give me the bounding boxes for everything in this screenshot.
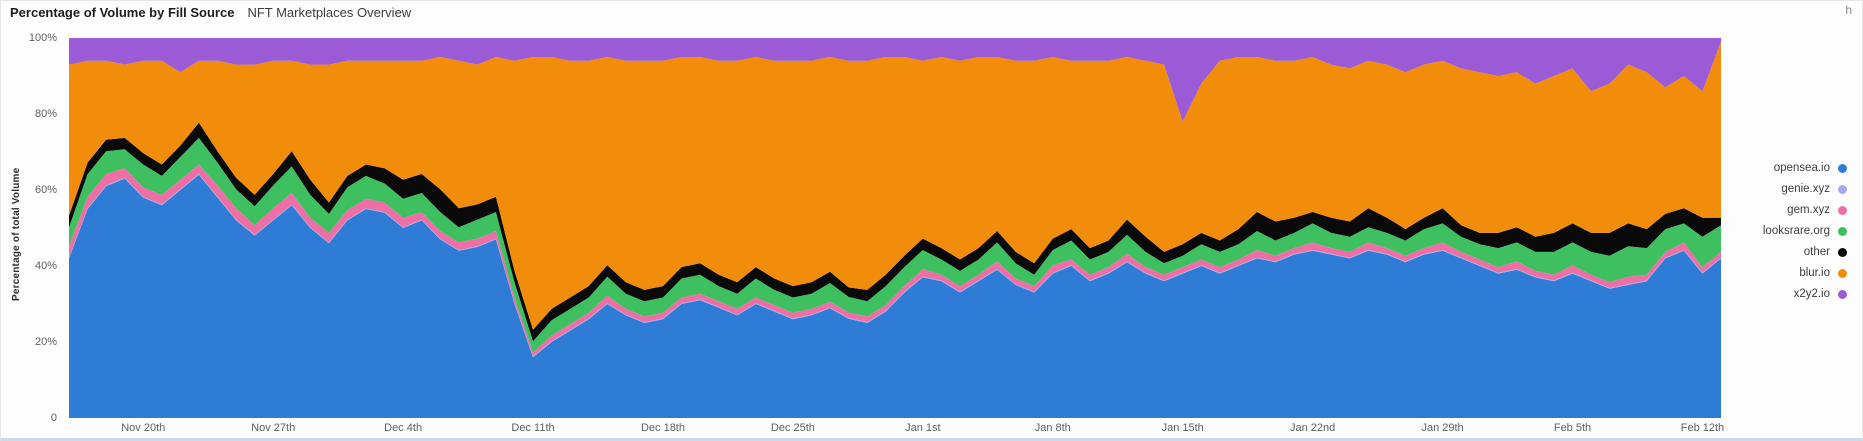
x-tick-label: Jan 15th (1161, 422, 1204, 434)
y-tick-label: 20% (34, 336, 57, 348)
y-axis-ticks: 100% 80% 60% 40% 20% 0 (1, 32, 61, 424)
chart-subtitle: NFT Marketplaces Overview (247, 5, 412, 20)
area-x2y2.io[interactable] (69, 38, 1721, 122)
x-axis-ticks: Nov 20th Nov 27th Dec 4th Dec 11th Dec 18th D… (69, 422, 1725, 438)
legend-label: opensea.io (1773, 162, 1830, 174)
legend-label: x2y2.io (1793, 288, 1830, 300)
legend-item-opensea-io[interactable]: opensea.io (1774, 162, 1847, 174)
area-blur.io[interactable] (69, 41, 1721, 330)
legend-label: looksrare.org (1762, 225, 1830, 237)
plot-area[interactable] (69, 38, 1721, 418)
legend-dot (1838, 205, 1847, 215)
legend-dot (1838, 163, 1847, 173)
legend-dot (1838, 289, 1847, 299)
y-tick-label: 100% (28, 32, 57, 44)
legend-item-other[interactable]: other (1804, 246, 1847, 258)
legend: opensea.io genie.xyz gem.xyz looksrare.org o… (1763, 162, 1847, 300)
stacked-area-chart[interactable] (69, 38, 1721, 418)
area-opensea.io[interactable] (69, 174, 1721, 418)
legend-item-gem-xyz[interactable]: gem.xyz (1787, 204, 1847, 216)
area-looksrare.org[interactable] (69, 137, 1721, 353)
legend-dot (1838, 184, 1847, 194)
x-tick-label: Feb 12th (1680, 422, 1725, 434)
legend-dot (1838, 226, 1847, 236)
x-tick-label: Dec 4th (384, 422, 423, 434)
legend-label: genie.xyz (1781, 183, 1830, 195)
x-tick-label: Nov 27th (251, 422, 296, 434)
legend-item-blur-io[interactable]: blur.io (1799, 267, 1847, 279)
x-tick-label: Jan 1st (905, 422, 941, 434)
legend-dot (1838, 247, 1847, 257)
legend-label: gem.xyz (1787, 204, 1830, 216)
legend-item-looksrare-org[interactable]: looksrare.org (1763, 225, 1847, 237)
x-tick-label: Dec 11th (511, 422, 555, 434)
x-tick-label: Dec 18th (640, 422, 685, 434)
x-tick-label: Feb 5th (1553, 422, 1592, 434)
legend-label: other (1803, 246, 1830, 258)
y-tick-label: 0 (50, 412, 57, 424)
y-tick-label: 60% (34, 184, 57, 196)
x-tick-label: Jan 8th (1034, 422, 1071, 434)
x-tick-label: Jan 29th (1421, 422, 1464, 434)
legend-label: blur.io (1799, 267, 1830, 279)
legend-dot (1838, 268, 1847, 278)
x-tick-label: Dec 25th (770, 422, 815, 434)
y-tick-label: 40% (34, 260, 57, 272)
chart-header: Percentage of Volume by Fill Source NFT M… (10, 5, 411, 20)
area-other[interactable] (69, 122, 1721, 342)
chart-title: Percentage of Volume by Fill Source (10, 5, 235, 20)
x-tick-label: Jan 22nd (1289, 422, 1336, 434)
legend-item-genie-xyz[interactable]: genie.xyz (1781, 183, 1847, 195)
x-tick-label: Nov 20th (121, 422, 166, 434)
corner-text: h (1845, 3, 1852, 17)
legend-item-x2y2-io[interactable]: x2y2.io (1794, 288, 1847, 300)
y-tick-label: 80% (34, 108, 57, 120)
